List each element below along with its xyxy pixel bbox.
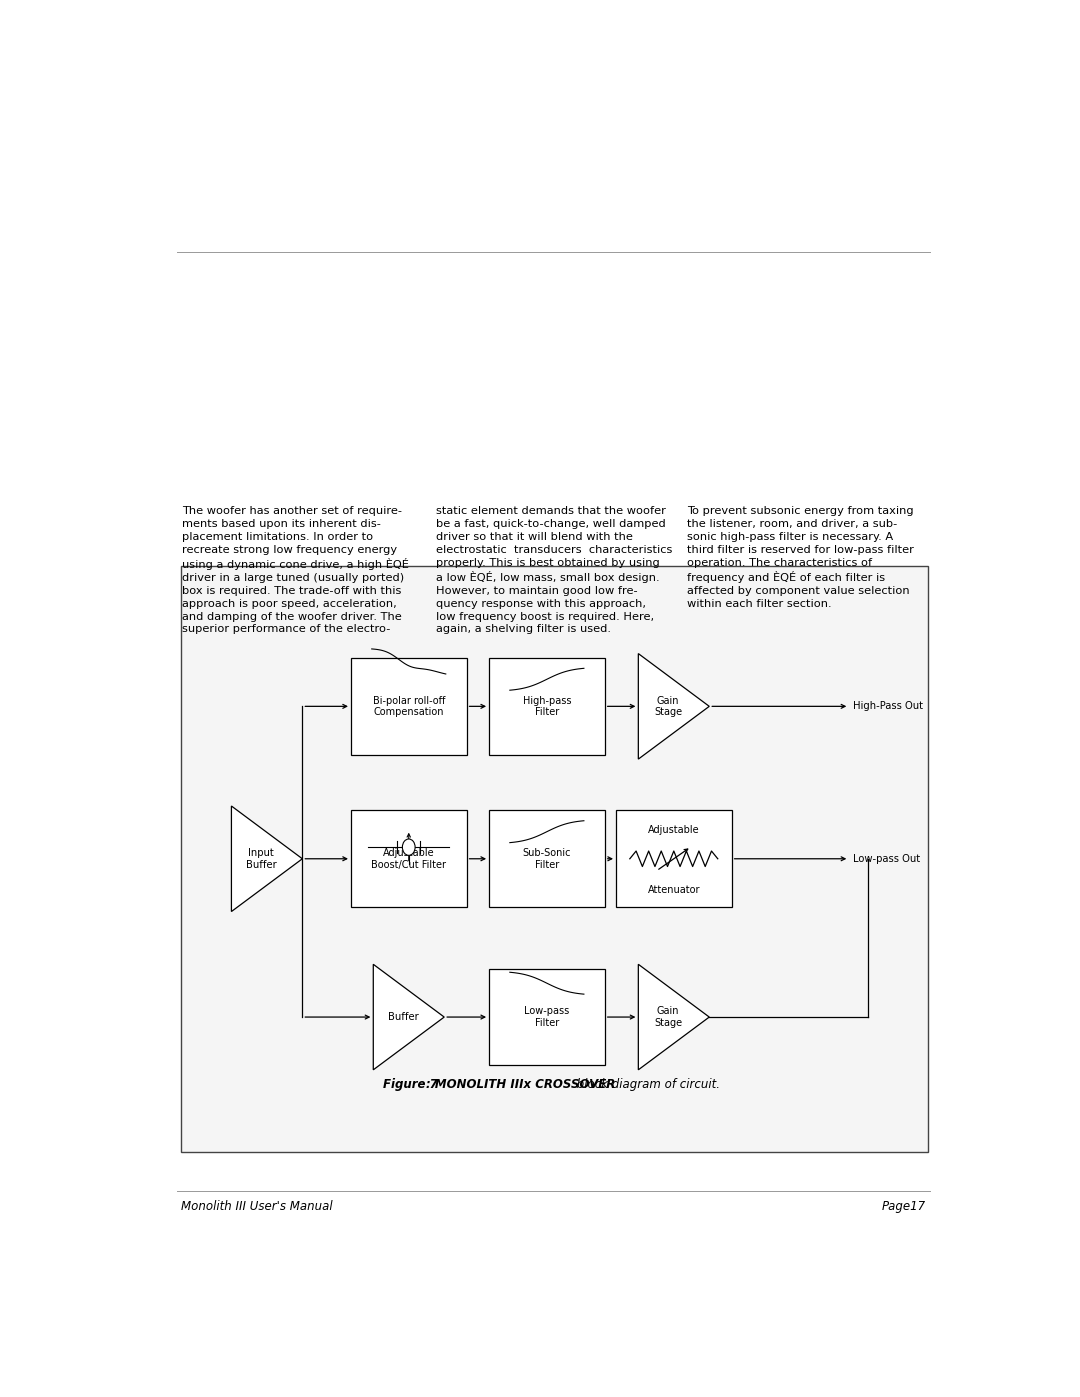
Text: Monolith III User's Manual: Monolith III User's Manual <box>181 1200 333 1213</box>
Circle shape <box>403 840 415 855</box>
Text: Figure 7: Figure 7 <box>382 1078 437 1091</box>
FancyBboxPatch shape <box>489 810 605 907</box>
Text: Sub-Sonic
Filter: Sub-Sonic Filter <box>523 848 571 869</box>
Polygon shape <box>231 806 302 911</box>
Text: Page17: Page17 <box>882 1200 926 1213</box>
Text: Gain
Stage: Gain Stage <box>654 696 683 717</box>
Text: Buffer: Buffer <box>388 1011 418 1023</box>
FancyBboxPatch shape <box>489 658 605 754</box>
Text: Adjustable: Adjustable <box>648 824 700 835</box>
Text: Input
Buffer: Input Buffer <box>246 848 276 869</box>
Text: : MONOLITH IIIx CROSSOVER: : MONOLITH IIIx CROSSOVER <box>427 1078 616 1091</box>
FancyBboxPatch shape <box>181 566 928 1153</box>
Polygon shape <box>638 654 710 759</box>
FancyBboxPatch shape <box>351 810 467 907</box>
FancyBboxPatch shape <box>351 658 467 754</box>
Text: High-pass
Filter: High-pass Filter <box>523 696 571 717</box>
Text: Low-pass
Filter: Low-pass Filter <box>524 1006 569 1028</box>
Text: Bi-polar roll-off
Compensation: Bi-polar roll-off Compensation <box>373 696 445 717</box>
Text: static element demands that the woofer
be a fast, quick-to-change, well damped
d: static element demands that the woofer b… <box>436 507 673 634</box>
Text: Attenuator: Attenuator <box>648 884 700 894</box>
Text: Low-pass Out: Low-pass Out <box>853 854 920 863</box>
Text: The woofer has another set of require-
ments based upon its inherent dis-
placem: The woofer has another set of require- m… <box>181 507 408 634</box>
Text: block diagram of circuit.: block diagram of circuit. <box>572 1078 719 1091</box>
Text: To prevent subsonic energy from taxing
the listener, room, and driver, a sub-
so: To prevent subsonic energy from taxing t… <box>688 507 915 609</box>
Text: Adjustable
Boost/Cut Filter: Adjustable Boost/Cut Filter <box>372 848 446 869</box>
Text: High-Pass Out: High-Pass Out <box>853 701 923 711</box>
FancyBboxPatch shape <box>616 810 731 907</box>
FancyBboxPatch shape <box>489 968 605 1066</box>
Polygon shape <box>638 964 710 1070</box>
Polygon shape <box>374 964 444 1070</box>
Text: Gain
Stage: Gain Stage <box>654 1006 683 1028</box>
